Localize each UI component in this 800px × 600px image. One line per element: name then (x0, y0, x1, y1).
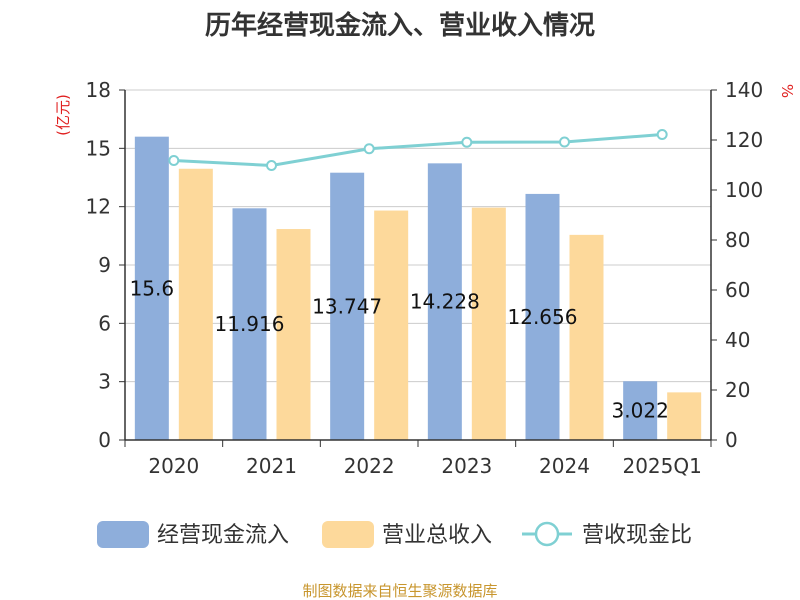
legend-swatch-marker (534, 521, 560, 547)
ratio-point (461, 136, 473, 148)
cash-inflow-data-label: 13.747 (312, 294, 382, 318)
x-tick-label: 2021 (246, 454, 297, 478)
left-tick-label: 18 (86, 78, 111, 102)
x-tick-label: 2020 (148, 454, 199, 478)
right-tick-label: 20 (725, 378, 750, 402)
legend-label: 经营现金流入 (157, 523, 289, 548)
cash-inflow-bar (134, 136, 169, 440)
left-tick-label: 0 (98, 428, 111, 452)
cash-inflow-bar (232, 208, 267, 440)
right-tick-label: 140 (725, 78, 763, 102)
ratio-line-path (173, 133, 663, 168)
ratio-point (656, 129, 668, 140)
legend-swatch-cash-inflow (97, 521, 149, 548)
legend-label: 营业总收入 (382, 523, 492, 548)
revenue-bar (276, 229, 311, 440)
left-tick-label: 3 (98, 370, 111, 394)
cash-inflow-bar (623, 381, 658, 440)
x-tick-label: 2023 (441, 454, 492, 478)
left-tick-label: 15 (86, 136, 111, 160)
right-tick-label: 80 (725, 228, 750, 252)
right-tick-label: 0 (725, 428, 738, 452)
grid (125, 89, 711, 383)
ratio-point (559, 136, 570, 148)
cash-inflow-data-label: 14.228 (410, 290, 480, 314)
left-tick-label: 9 (98, 253, 111, 277)
x-tick-label: 2022 (344, 454, 395, 478)
ratio-point (363, 143, 375, 155)
revenue-bar (374, 210, 409, 440)
cash-inflow-data-label: 11.916 (215, 312, 285, 336)
cash-inflow-data-label: 12.656 (508, 305, 578, 329)
right-tick-label: 60 (725, 278, 750, 302)
legend-label: 营收现金比 (582, 523, 692, 548)
cash-inflow-data-label: 15.6 (130, 276, 175, 300)
right-tick-label: 40 (725, 328, 750, 352)
axes: 0 3 6 9 12 15 18 0 20 40 60 80 100 120 140 2020 2021 2022… (86, 78, 764, 478)
chart-title: 历年经营现金流入、营业收入情况 (205, 10, 595, 41)
right-tick-label: 100 (725, 178, 763, 202)
revenue-bar (569, 234, 604, 440)
revenue-bar (178, 168, 213, 440)
ratio-point (266, 160, 277, 171)
bars (134, 136, 702, 441)
ratio-point (168, 155, 180, 166)
right-tick-label: 120 (725, 128, 763, 152)
revenue-bar (667, 392, 702, 440)
revenue-bar (471, 207, 506, 440)
data-labels: 15.6 11.916 13.747 14.228 12.656 3.022 (130, 276, 669, 422)
left-tick-label: 12 (86, 195, 111, 219)
right-axis-unit: % (778, 84, 796, 98)
legend: 经营现金流入 营业总收入 营收现金比 (97, 521, 692, 548)
left-tick-label: 6 (98, 311, 111, 335)
x-tick-label: 2024 (539, 454, 590, 478)
left-axis-unit: (亿元) (54, 94, 72, 136)
x-tick-label: 2025Q1 (622, 454, 701, 478)
cash-inflow-bar (427, 163, 462, 440)
cash-inflow-bar (330, 172, 365, 441)
legend-swatch-revenue (322, 521, 374, 548)
cash-inflow-data-label: 3.022 (612, 399, 669, 423)
ratio-line (168, 129, 668, 171)
source-note: 制图数据来自恒生聚源数据库 (302, 582, 497, 600)
cash-inflow-bar (525, 193, 560, 440)
